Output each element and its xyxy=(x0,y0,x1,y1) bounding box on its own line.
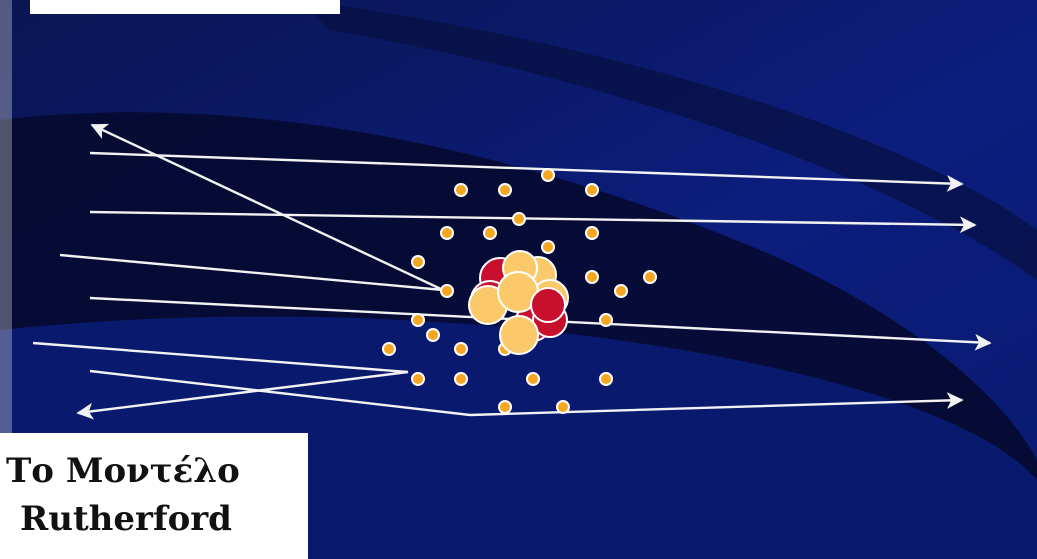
electron-dot-icon xyxy=(483,226,497,240)
title-line-2: Rutherford xyxy=(20,499,232,539)
electron-dot-icon xyxy=(585,226,599,240)
electron-dot-icon xyxy=(454,342,468,356)
trajectory-2 xyxy=(89,210,977,234)
electron-dot-icon xyxy=(411,255,425,269)
top-title-box xyxy=(30,0,340,14)
electron-dot-icon xyxy=(599,313,613,327)
electron-dot-icon xyxy=(440,284,454,298)
electron-dot-icon xyxy=(454,372,468,386)
electron-dot-icon xyxy=(585,270,599,284)
electron-dot-icon xyxy=(411,372,425,386)
electron-dot-icon xyxy=(498,400,512,414)
proton xyxy=(530,287,566,323)
trajectory-backscatter-2 xyxy=(32,341,409,420)
electron-dot-icon xyxy=(541,168,555,182)
electron-dot-icon xyxy=(454,183,468,197)
title-box: Το Μοντέλο Rutherford xyxy=(0,433,308,559)
neutron xyxy=(499,315,539,355)
background-swoosh-band xyxy=(300,0,1037,280)
alpha-trajectories xyxy=(32,123,992,420)
atomic-nucleus-icon xyxy=(468,250,569,355)
electron-dot-icon xyxy=(440,226,454,240)
electron-dot-icon xyxy=(614,284,628,298)
electron-dot-icon xyxy=(382,342,396,356)
electron-dot-icon xyxy=(526,372,540,386)
electron-dot-icon xyxy=(556,400,570,414)
electron-dot-icon xyxy=(541,240,555,254)
trajectory-1 xyxy=(89,151,964,192)
electron-dot-icon xyxy=(411,313,425,327)
title-line-1: Το Μοντέλο xyxy=(6,451,240,491)
left-edge-strip xyxy=(0,0,12,433)
electron-dot-icon xyxy=(585,183,599,197)
electron-dot-icon xyxy=(599,372,613,386)
electron-dot-icon xyxy=(498,183,512,197)
electron-dot-icon xyxy=(643,270,657,284)
electron-dot-icon xyxy=(426,328,440,342)
electrons xyxy=(382,168,657,414)
electron-dot-icon xyxy=(512,212,526,226)
trajectory-deflected xyxy=(89,369,964,417)
